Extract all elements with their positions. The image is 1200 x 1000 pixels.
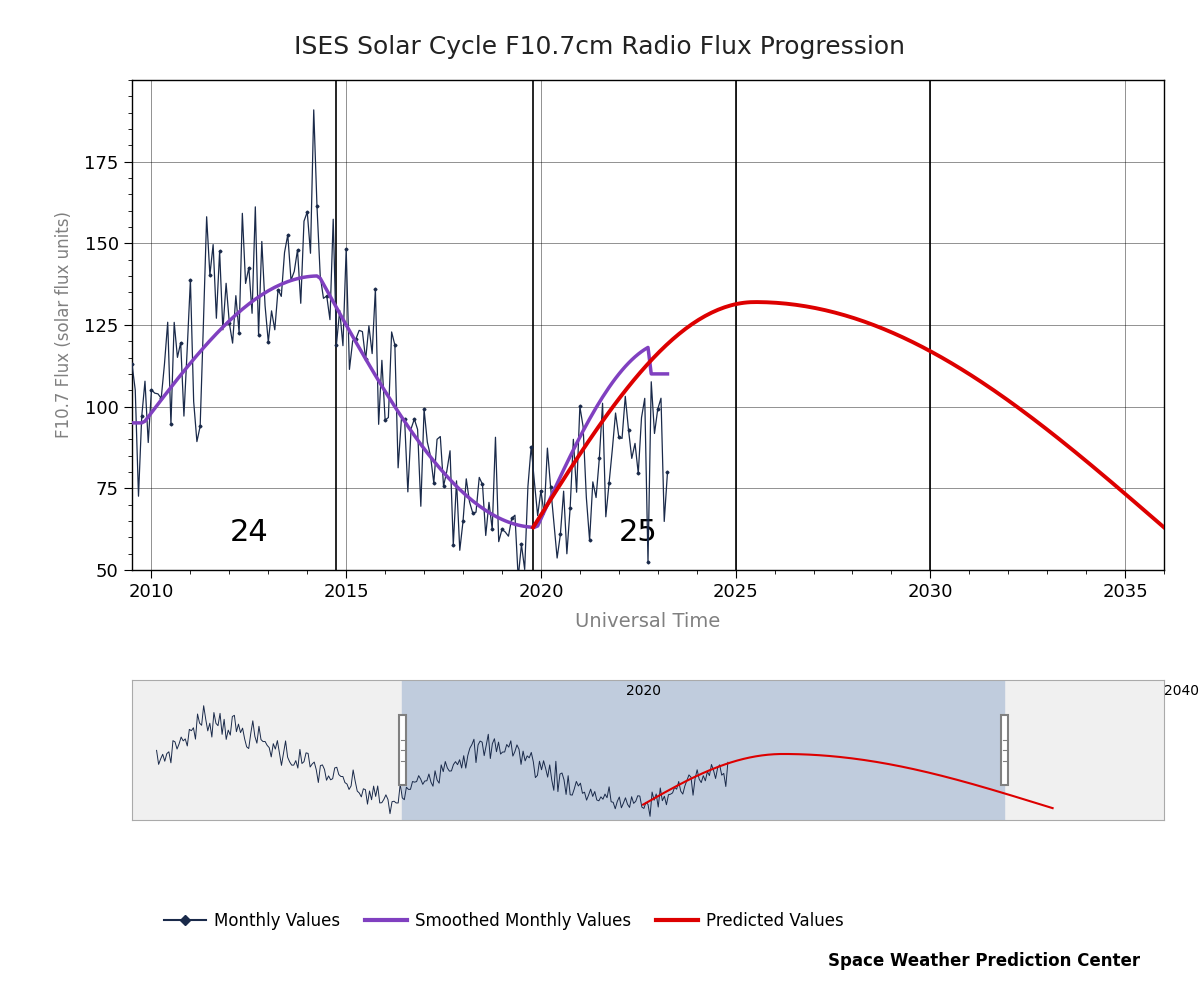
Smoothed Monthly Values [660,368,674,380]
Monthly Values [274,290,288,302]
Monthly Values [138,375,152,387]
Text: 2020: 2020 [625,684,660,698]
Text: 2040: 2040 [1164,684,1199,698]
X-axis label: Universal Time: Universal Time [575,612,721,631]
Predicted Values [766,297,780,309]
Smoothed Monthly Values [310,270,324,282]
Line: Smoothed Monthly Values: Smoothed Monthly Values [132,276,667,527]
Text: 24: 24 [229,518,269,547]
Predicted Values [802,301,816,313]
Smoothed Monthly Values [138,415,152,427]
Bar [402,680,1004,820]
Monthly Values [658,515,672,527]
Monthly Values [469,506,484,518]
Y-axis label: F10.7 Flux (solar flux units): F10.7 Flux (solar flux units) [55,211,73,438]
Text: ISES Solar Cycle F10.7cm Radio Flux Progression: ISES Solar Cycle F10.7cm Radio Flux Prog… [294,35,906,59]
Bar [1001,715,1008,785]
Predicted Values [584,431,599,443]
Smoothed Monthly Values [469,497,484,509]
Monthly Values [125,358,139,370]
Monthly Values [306,104,320,116]
Smoothed Monthly Values [527,521,541,533]
Smoothed Monthly Values [125,417,139,429]
Monthly Values [485,523,499,535]
Predicted Values [880,324,894,336]
Smoothed Monthly Values [485,508,499,520]
Monthly Values [635,412,649,424]
Bar [398,715,406,785]
Text: 25: 25 [619,518,658,547]
Smoothed Monthly Values [635,346,649,358]
Smoothed Monthly Values [658,368,672,380]
Monthly Values [511,572,526,584]
Predicted Values [1175,537,1189,549]
Monthly Values [660,466,674,478]
Line: Monthly Values: Monthly Values [131,109,668,579]
Line: Predicted Values: Predicted Values [533,302,1182,543]
Predicted Values [526,521,540,533]
Predicted Values [750,296,764,308]
Smoothed Monthly Values [274,278,288,290]
Text: Space Weather Prediction Center: Space Weather Prediction Center [828,952,1140,970]
Legend: Monthly Values, Smoothed Monthly Values, Predicted Values: Monthly Values, Smoothed Monthly Values,… [157,905,851,937]
Predicted Values [529,516,544,528]
Predicted Values [1123,492,1138,504]
